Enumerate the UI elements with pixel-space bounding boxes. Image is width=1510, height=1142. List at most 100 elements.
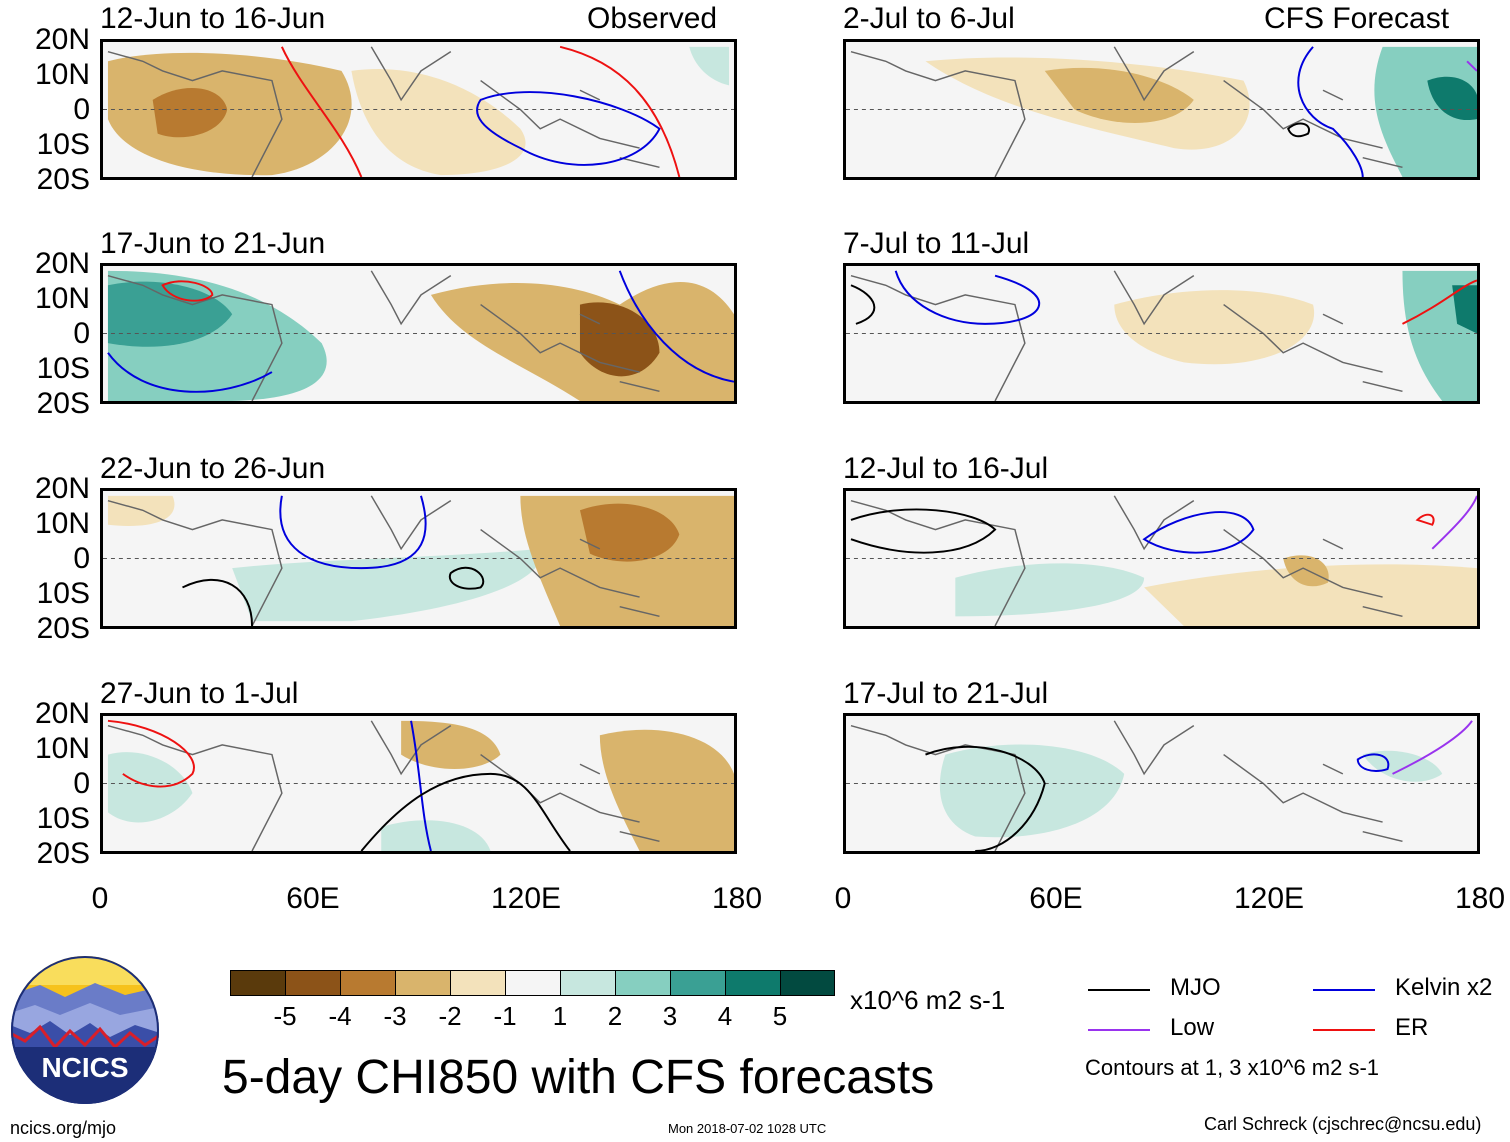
legend-line: [1313, 989, 1375, 991]
panel-title: 17-Jul to 21-Jul: [843, 677, 1049, 710]
panel-title: 12-Jun to 16-Jun: [100, 2, 326, 35]
anomaly-shading: [152, 87, 228, 138]
y-tick-label: 10N: [34, 58, 90, 91]
wave-contour: [182, 578, 254, 626]
wave-contour: [850, 284, 876, 325]
y-tick-label: 10N: [34, 507, 90, 540]
legend-line: [1088, 989, 1150, 991]
wave-contour: [476, 91, 661, 166]
y-tick-label: 0: [73, 542, 90, 575]
wave-contour: [107, 719, 195, 788]
y-tick-label: 20N: [34, 697, 90, 730]
anomaly-shading: [381, 820, 491, 851]
map-panel: [843, 39, 1480, 180]
colorbar-label: 4: [717, 1001, 733, 1031]
y-tick-label: 20S: [36, 163, 90, 196]
panel-map-svg: [846, 46, 1477, 177]
panel-map-svg: [846, 720, 1477, 851]
anomaly-shading: [1427, 76, 1477, 121]
x-tick-label: 120E: [1233, 882, 1305, 915]
panel-title: 7-Jul to 11-Jul: [843, 227, 1030, 260]
colorbar-label: 3: [662, 1001, 678, 1031]
wave-contour: [1356, 753, 1390, 772]
observed-label: Observed: [587, 2, 718, 35]
anomaly-shading: [1283, 555, 1329, 587]
anomaly-shading: [599, 729, 734, 851]
anomaly-shading: [107, 495, 175, 526]
ncics-logo-icon: NCICS: [10, 955, 160, 1105]
site-url[interactable]: ncics.org/mjo: [10, 1118, 117, 1138]
anomaly-shading: [955, 563, 1145, 617]
colorbar-swatch: [450, 970, 505, 996]
colorbar-swatch: [560, 970, 615, 996]
wave-contour: [1142, 511, 1255, 554]
y-tick-label: 10S: [36, 352, 90, 385]
colorbar-label: 1: [552, 1001, 568, 1031]
coastline: [107, 270, 660, 401]
wave-contour: [618, 270, 734, 383]
colorbar-swatch: [340, 970, 395, 996]
colorbar-swatch: [615, 970, 670, 996]
wave-contour: [850, 508, 997, 554]
coastline: [850, 270, 1403, 401]
legend-label: ER: [1395, 1014, 1429, 1041]
x-tick-label: 180: [1454, 882, 1506, 915]
panel-map-svg: [103, 270, 734, 401]
colorbar-swatch: [395, 970, 450, 996]
anomaly-shading: [1114, 290, 1315, 365]
anomaly-shading: [579, 503, 680, 562]
panel-map-svg: [846, 270, 1477, 401]
colorbar-swatch: [505, 970, 560, 996]
wave-contour: [1287, 122, 1311, 138]
wave-contour: [107, 352, 273, 393]
map-panel: [100, 263, 737, 404]
coastline: [850, 720, 1403, 851]
y-tick-label: 20N: [34, 247, 90, 280]
wave-contour: [279, 495, 427, 570]
map-panel: [100, 39, 737, 180]
panel-map-svg: [103, 719, 734, 851]
wave-contour: [1297, 46, 1364, 177]
colorbar-swatch: [780, 970, 835, 996]
colorbar-swatch: [230, 970, 285, 996]
legend-line: [1313, 1029, 1375, 1031]
wave-contour: [448, 566, 485, 590]
colorbar-label: 5: [772, 1001, 788, 1031]
forecast-label: CFS Forecast: [1264, 2, 1450, 35]
panel-map-svg: [846, 495, 1477, 626]
colorbar-swatch: [670, 970, 725, 996]
coastline: [850, 46, 1403, 177]
map-panel: [843, 488, 1480, 629]
author: Carl Schreck (cjschrec@ncsu.edu): [1204, 1114, 1482, 1134]
colorbar-swatch: [725, 970, 780, 996]
coastline: [850, 495, 1403, 626]
map-panel: [843, 263, 1480, 404]
y-tick-label: 20N: [34, 23, 90, 56]
x-tick-label: 60E: [1029, 882, 1083, 915]
wave-contour: [360, 772, 571, 851]
anomaly-shading: [1144, 564, 1477, 626]
coastline: [107, 720, 660, 851]
anomaly-shading: [232, 548, 542, 622]
anomaly-shading: [1362, 750, 1443, 782]
panel-map-svg: [103, 495, 734, 626]
wave-contour: [1431, 495, 1477, 550]
legend-line: [1088, 1029, 1150, 1031]
colorbar-label: -2: [438, 1001, 462, 1031]
anomaly-shading: [401, 720, 501, 770]
wave-contour: [1415, 513, 1435, 526]
y-tick-label: 10N: [34, 282, 90, 315]
anomaly-shading: [107, 752, 193, 823]
map-panel: [100, 713, 737, 854]
wave-contour: [925, 745, 1046, 851]
colorbar-label: -1: [493, 1001, 517, 1031]
panel-title: 22-Jun to 26-Jun: [100, 452, 326, 485]
colorbar-swatch: [285, 970, 340, 996]
x-tick-label: 60E: [286, 882, 340, 915]
legend-label: Low: [1170, 1014, 1215, 1041]
y-tick-label: 10S: [36, 128, 90, 161]
coastline: [107, 46, 660, 177]
panel-title: 12-Jul to 16-Jul: [843, 452, 1049, 485]
y-tick-label: 10N: [34, 732, 90, 765]
legend-label: Kelvin x2: [1395, 974, 1493, 1001]
